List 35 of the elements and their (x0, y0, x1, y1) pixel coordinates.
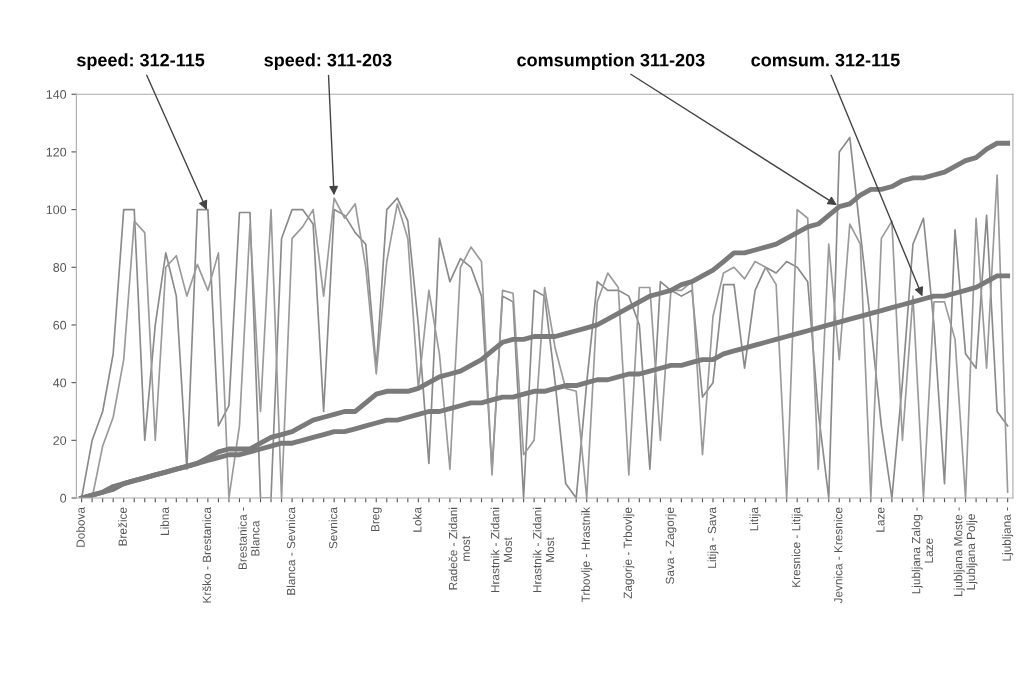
x-tick-label: Litija (749, 507, 761, 531)
x-tick-label: Dobova (76, 507, 85, 547)
annotation: speed: 312-115 (76, 53, 205, 70)
x-tick-label: Laze (876, 507, 885, 532)
x-tick-label: Blanca - Sevnica (286, 507, 296, 595)
x-tick-label: Kresnice - Litija (791, 507, 803, 587)
x-tick-label: Zagorje - Trbovlje (623, 507, 635, 599)
x-tick-label: Loka (412, 507, 422, 532)
x-tick-label: Hrastnik - Zidani Most (532, 507, 555, 593)
y-tick-label: 80 (53, 263, 67, 272)
y-tick-label: 140 (46, 90, 67, 99)
y-tick-label: 100 (46, 205, 67, 215)
y-tick-label: 120 (46, 147, 67, 157)
x-tick-label: Ljubljana Zalog - Laze (911, 507, 933, 594)
x-tick-label: Sava - Zagorje (665, 507, 677, 584)
y-tick-label: 40 (53, 378, 67, 388)
x-tick-label: Trbovlje - Hrastnik (581, 507, 593, 603)
x-tick-label: Hrastnik - Zidani Most (490, 507, 513, 593)
x-tick-label: Litija - Sava (707, 507, 719, 568)
annotation: comsum. 312-115 (751, 53, 900, 67)
x-tick-label: Krško - Brestanica (202, 507, 212, 603)
x-tick-label: Sevnica (328, 507, 338, 549)
annotation: speed: 311-203 (264, 53, 392, 70)
y-tick-label: 0 (60, 493, 67, 503)
x-tick-label: Ljubljana Moste - Ljubljana Polje (953, 507, 978, 596)
x-tick-label: Brestanica - Blanca (238, 507, 260, 570)
x-tick-label: Ljubljana - (1002, 507, 1014, 561)
y-tick-label: 20 (53, 436, 67, 445)
y-tick-label: 60 (53, 320, 67, 330)
x-tick-label: Brežice (118, 507, 127, 546)
x-tick-label: Breg (371, 507, 382, 532)
annotation: comsumption 311-203 (517, 53, 705, 70)
x-tick-label: Libna (160, 507, 169, 535)
x-tick-label: Radeče - Zidani most (448, 507, 470, 590)
x-tick-label: Jevnica - Kresnice (833, 507, 843, 604)
